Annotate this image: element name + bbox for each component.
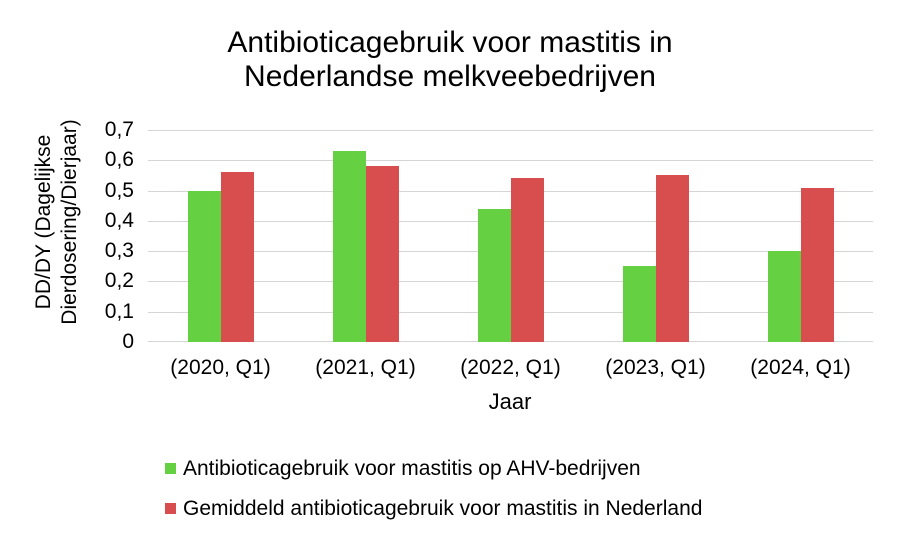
bar-series-2: [221, 172, 254, 342]
bar-series-2: [801, 188, 834, 342]
chart-title: Antibioticagebruik voor mastitis in Nede…: [0, 26, 900, 94]
y-tick-label: 0,6: [104, 148, 134, 171]
bar-series-1: [768, 251, 801, 342]
x-tick-label: (2023, Q1): [605, 356, 706, 379]
gridline: [148, 160, 873, 161]
x-tick-label: (2024, Q1): [750, 356, 851, 379]
y-tick-label: 0: [122, 330, 134, 353]
y-axis-title: DD/DY (Dagelijkse Dierdosering/Dierjaar): [31, 72, 83, 372]
bar-series-2: [511, 178, 544, 342]
gridline: [148, 191, 873, 192]
x-tick-label: (2022, Q1): [460, 356, 561, 379]
bar-series-1: [188, 191, 221, 342]
legend-item: Antibioticagebruik voor mastitis op AHV-…: [165, 456, 641, 481]
y-axis-title-line1: DD/DY (Dagelijkse: [32, 134, 55, 310]
bar-series-1: [333, 151, 366, 342]
x-tick-label: (2021, Q1): [315, 356, 416, 379]
chart-title-line2: Nederlandse melkveebedrijven: [244, 60, 656, 93]
bar-series-1: [623, 266, 656, 342]
y-tick-label: 0,5: [104, 179, 134, 202]
bar-series-1: [478, 209, 511, 342]
legend-swatch: [165, 503, 176, 514]
x-tick-label: (2020, Q1): [170, 356, 271, 379]
legend-swatch: [165, 463, 176, 474]
legend-label: Antibioticagebruik voor mastitis op AHV-…: [183, 457, 641, 480]
y-tick-label: 0,7: [104, 118, 134, 141]
gridline: [148, 130, 873, 131]
y-tick-label: 0,2: [104, 269, 134, 292]
bar-series-2: [366, 166, 399, 342]
legend-label: Gemiddeld antibioticagebruik voor mastit…: [183, 497, 703, 520]
bar-series-2: [656, 175, 689, 342]
chart-title-line1: Antibioticagebruik voor mastitis in: [227, 26, 673, 59]
plot-area: [148, 130, 873, 342]
legend-item: Gemiddeld antibioticagebruik voor mastit…: [165, 496, 702, 521]
y-tick-label: 0,1: [104, 300, 134, 323]
y-tick-label: 0,4: [104, 209, 134, 232]
x-axis-title: Jaar: [488, 389, 532, 414]
y-tick-label: 0,3: [104, 239, 134, 262]
